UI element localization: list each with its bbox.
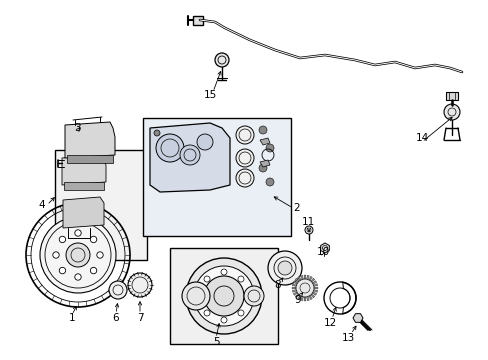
Polygon shape: [292, 284, 296, 286]
Circle shape: [259, 164, 266, 172]
Polygon shape: [312, 281, 316, 284]
Circle shape: [182, 282, 209, 310]
Polygon shape: [295, 294, 299, 298]
Circle shape: [259, 126, 266, 134]
Circle shape: [267, 251, 302, 285]
Polygon shape: [297, 276, 301, 280]
Polygon shape: [313, 287, 317, 289]
Circle shape: [156, 134, 183, 162]
Circle shape: [90, 236, 97, 243]
Polygon shape: [308, 276, 312, 280]
Circle shape: [97, 252, 103, 258]
Circle shape: [66, 243, 90, 267]
Circle shape: [305, 226, 312, 234]
Circle shape: [180, 145, 200, 165]
Polygon shape: [320, 243, 328, 253]
Circle shape: [40, 217, 116, 293]
Circle shape: [203, 310, 210, 316]
Circle shape: [265, 178, 273, 186]
Text: 13: 13: [341, 333, 354, 343]
Polygon shape: [310, 294, 314, 298]
Circle shape: [59, 267, 65, 274]
Circle shape: [197, 293, 203, 299]
Circle shape: [236, 126, 253, 144]
Circle shape: [59, 236, 65, 243]
Circle shape: [236, 169, 253, 187]
Polygon shape: [295, 278, 299, 282]
Text: 8: 8: [274, 280, 281, 290]
Circle shape: [278, 261, 291, 275]
Polygon shape: [150, 123, 229, 192]
Circle shape: [236, 149, 253, 167]
Text: 4: 4: [39, 200, 45, 210]
Circle shape: [128, 273, 152, 297]
Circle shape: [109, 281, 127, 299]
Polygon shape: [300, 275, 303, 279]
Polygon shape: [292, 290, 296, 292]
Circle shape: [75, 230, 81, 236]
Bar: [193, 16, 203, 25]
Polygon shape: [260, 160, 269, 167]
Polygon shape: [291, 287, 295, 289]
Polygon shape: [260, 138, 269, 145]
Bar: [55, 150, 147, 260]
Circle shape: [154, 130, 160, 136]
Polygon shape: [312, 292, 316, 295]
Text: 9: 9: [294, 295, 301, 305]
Circle shape: [443, 104, 459, 120]
Circle shape: [221, 317, 226, 323]
Polygon shape: [293, 281, 297, 284]
Circle shape: [244, 286, 264, 306]
Polygon shape: [63, 197, 104, 228]
Text: 10: 10: [316, 247, 329, 257]
Circle shape: [295, 279, 313, 297]
Text: 3: 3: [74, 123, 80, 133]
Circle shape: [90, 267, 97, 274]
Circle shape: [185, 258, 262, 334]
Circle shape: [194, 266, 253, 326]
Circle shape: [53, 252, 59, 258]
Polygon shape: [313, 284, 317, 286]
Circle shape: [221, 269, 226, 275]
Polygon shape: [67, 155, 113, 163]
Polygon shape: [293, 292, 297, 295]
Text: 11: 11: [301, 217, 314, 227]
Polygon shape: [65, 122, 115, 158]
Text: 14: 14: [414, 133, 428, 143]
Bar: [142, 118, 290, 236]
Circle shape: [238, 276, 244, 282]
Text: 5: 5: [212, 337, 219, 347]
Bar: [170, 248, 278, 344]
Circle shape: [197, 134, 213, 150]
Text: 1: 1: [68, 313, 75, 323]
Circle shape: [265, 144, 273, 152]
Polygon shape: [300, 297, 303, 301]
Polygon shape: [310, 278, 314, 282]
Polygon shape: [297, 296, 301, 300]
Polygon shape: [64, 182, 104, 190]
Text: 12: 12: [323, 318, 336, 328]
Text: 7: 7: [137, 313, 143, 323]
Polygon shape: [62, 155, 106, 185]
Circle shape: [215, 53, 228, 67]
Circle shape: [238, 310, 244, 316]
Text: 2: 2: [293, 203, 300, 213]
Circle shape: [203, 276, 210, 282]
Circle shape: [203, 276, 244, 316]
Circle shape: [244, 293, 250, 299]
Text: 6: 6: [112, 313, 119, 323]
Polygon shape: [352, 314, 362, 322]
Polygon shape: [313, 290, 317, 292]
Polygon shape: [308, 296, 312, 300]
Polygon shape: [306, 297, 309, 301]
Polygon shape: [306, 275, 309, 279]
Bar: [445, 92, 457, 100]
Polygon shape: [304, 297, 305, 301]
Text: 15: 15: [203, 90, 216, 100]
Polygon shape: [304, 275, 305, 279]
Circle shape: [75, 274, 81, 280]
